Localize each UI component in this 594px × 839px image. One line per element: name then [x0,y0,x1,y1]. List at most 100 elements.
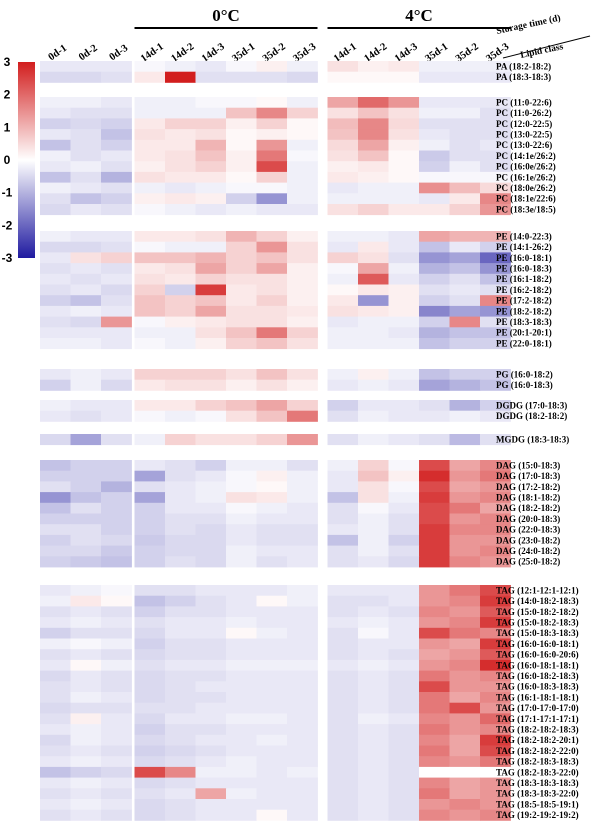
heatmap-cell [256,766,288,778]
heatmap-cell [226,118,257,130]
heatmap-cell [101,702,132,714]
heatmap-cell [287,171,318,183]
heatmap-cell [134,273,166,285]
heatmap-cell [195,777,227,789]
heatmap-cell [101,316,132,328]
heatmap-cell [256,788,288,800]
heatmap-cell [226,556,257,568]
heatmap-cell [358,799,389,811]
heatmap-cell [165,502,196,514]
heatmap-cell [358,713,389,725]
heatmap-cell [134,606,166,618]
heatmap-cell [226,369,257,381]
heatmap-cell [287,556,318,568]
heatmap-cell [165,595,196,607]
heatmap-cell [195,745,227,757]
heatmap-cell [195,524,227,536]
heatmap-cell [287,513,318,525]
heatmap-cell [101,492,132,504]
heatmap-cell [388,492,420,504]
heatmap-cell [327,627,359,639]
heatmap-cell [358,129,389,141]
heatmap-cell [287,627,318,639]
heatmap-cell [358,492,389,504]
heatmap-cell [165,338,196,350]
heatmap-cell [419,434,450,446]
heatmap-cell [195,627,227,639]
heatmap-cell [388,150,420,162]
heatmap-cell [226,649,257,661]
heatmap-cell [327,470,359,482]
heatmap-cell [358,139,389,151]
heatmap-cell [287,809,318,821]
heatmap-cell [195,606,227,618]
heatmap-cell [40,107,71,119]
heatmap-cell [388,252,420,264]
heatmap-cell [195,534,227,546]
heatmap-cell [165,171,196,183]
heatmap-cell [195,766,227,778]
heatmap-cell [165,659,196,671]
color-scale-tick: -1 [2,186,13,200]
heatmap-cell [480,379,511,391]
heatmap-cell [327,649,359,661]
heatmap-cell [226,204,257,216]
heatmap-cell [134,617,166,629]
heatmap-cell [226,788,257,800]
row-label: PC (18:3e/18:5) [496,204,556,214]
heatmap-cell [101,182,132,194]
heatmap-cell [195,193,227,205]
heatmap-cell [419,97,450,109]
heatmap-cell [101,799,132,811]
heatmap-cell [134,460,166,472]
heatmap-cell [101,305,132,317]
heatmap-cell [40,410,71,422]
heatmap-cell [419,513,450,525]
heatmap-cell [327,295,359,307]
heatmap-cell [388,638,420,650]
heatmap-cell [388,139,420,151]
heatmap-cell [327,659,359,671]
heatmap-cell [165,182,196,194]
heatmap-cell [358,585,389,597]
heatmap-cell [226,305,257,317]
heatmap-cell [388,692,420,704]
heatmap-cell [256,534,288,546]
heatmap-cell [195,702,227,714]
heatmap-cell [134,231,166,243]
row-label: MGDG (18:3-18:3) [496,434,569,444]
heatmap-cell [449,273,481,285]
heatmap-cell [40,284,71,296]
heatmap-cell [195,713,227,725]
heatmap-cell [287,61,318,73]
heatmap-cell [419,702,450,714]
heatmap-cell [327,161,359,173]
heatmap-cell [480,638,511,650]
heatmap-cell [388,182,420,194]
heatmap-cell [449,305,481,317]
heatmap-cell [195,273,227,285]
heatmap-cell [287,766,318,778]
heatmap-cell [165,713,196,725]
heatmap-cell [358,659,389,671]
heatmap-cell [134,316,166,328]
heatmap-cell [165,231,196,243]
heatmap-cell [40,638,71,650]
row-labels: PA (18:2-18:2)PA (18:3-18:3) PC (11:0-22:… [496,61,579,820]
row-label: TAG (18:5-18:5-19:1) [496,799,579,809]
heatmap-cell [449,400,481,412]
heatmap-cell [70,410,102,422]
heatmap-cell [480,534,511,546]
heatmap-cell [449,649,481,661]
heatmap-cell [327,545,359,557]
heatmap-cell [40,204,71,216]
heatmap-cell [327,492,359,504]
color-scale-tick: -3 [2,251,13,265]
row-label: PC (16:0e/26:2) [496,162,556,172]
heatmap-cell [165,273,196,285]
heatmap-cell [419,799,450,811]
heatmap-cell [327,327,359,339]
heatmap-cell [101,659,132,671]
heatmap-cell [101,338,132,350]
corner-header-top: Storage time (d) [495,13,561,37]
